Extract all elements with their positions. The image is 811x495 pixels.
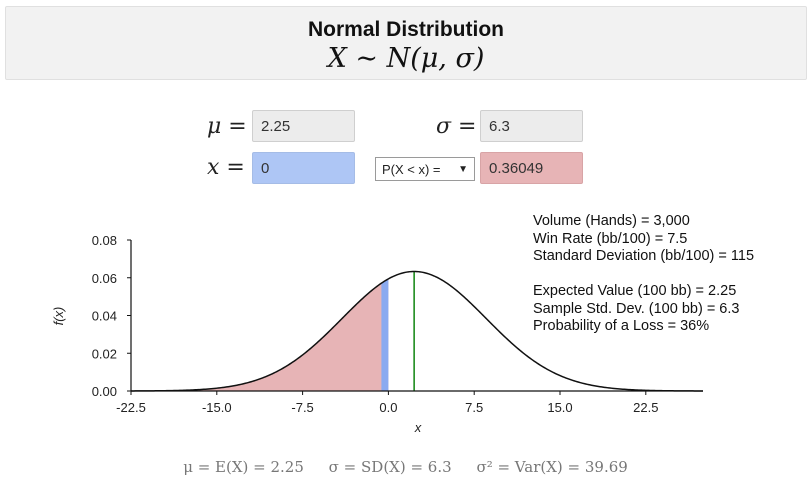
x-tick-label: -22.5 bbox=[116, 400, 146, 415]
info-volume: Volume (Hands) = 3,000 bbox=[533, 213, 690, 229]
footer-variance: σ² = Var(X) = 39.69 bbox=[476, 458, 628, 476]
footer-sd: σ = SD(X) = 6.3 bbox=[328, 458, 452, 476]
x-tick-label: -15.0 bbox=[202, 400, 232, 415]
x-tick-label: -7.5 bbox=[291, 400, 313, 415]
header-panel: Normal Distribution X ∼ N(μ, σ) bbox=[5, 6, 807, 80]
x-tick-label: 7.5 bbox=[465, 400, 483, 415]
y-tick-label: 0.04 bbox=[92, 309, 117, 324]
x-tick-label: 15.0 bbox=[547, 400, 572, 415]
shaded-probability-area bbox=[131, 278, 389, 391]
y-tick-label: 0.02 bbox=[92, 346, 117, 361]
chevron-down-icon: ▼ bbox=[458, 163, 468, 175]
x-label: x = bbox=[207, 155, 245, 180]
info-win-rate: Win Rate (bb/100) = 7.5 bbox=[533, 230, 688, 247]
summary-footer: μ = E(X) = 2.25 σ = SD(X) = 6.3 σ² = Var… bbox=[0, 458, 811, 476]
info-panel: Volume (Hands) = 3,000 Win Rate (bb/100)… bbox=[533, 213, 754, 336]
page-title: Normal Distribution bbox=[307, 18, 504, 41]
info-loss-probability: Probability of a Loss = 36% bbox=[533, 318, 710, 334]
mu-input[interactable] bbox=[252, 110, 355, 142]
mu-label: μ = bbox=[207, 114, 247, 139]
probability-type-label: P(X < x) = bbox=[382, 161, 441, 177]
y-tick-label: 0.08 bbox=[92, 233, 117, 248]
x-tick-label: 0.0 bbox=[379, 400, 397, 415]
x-input[interactable] bbox=[252, 152, 355, 184]
y-axis-label: f(x) bbox=[51, 307, 66, 326]
info-std-dev: Standard Deviation (bb/100) = 115 bbox=[533, 248, 755, 264]
x-axis-label: x bbox=[414, 420, 422, 435]
x-value-marker bbox=[381, 278, 389, 391]
sigma-input[interactable] bbox=[480, 110, 583, 142]
y-tick-label: 0.06 bbox=[92, 271, 117, 286]
probability-type-select[interactable]: P(X < x) = ▼ bbox=[375, 157, 475, 181]
info-expected-value: Expected Value (100 bb) = 2.25 bbox=[533, 283, 737, 299]
x-tick-label: 22.5 bbox=[633, 400, 658, 415]
info-sample-sd: Sample Std. Dev. (100 bb) = 6.3 bbox=[533, 300, 740, 317]
y-tick-label: 0.00 bbox=[92, 384, 117, 399]
distribution-formula: X ∼ N(μ, σ) bbox=[327, 43, 485, 74]
probability-output[interactable] bbox=[480, 152, 583, 184]
sigma-label: σ = bbox=[436, 114, 477, 139]
footer-mean: μ = E(X) = 2.25 bbox=[183, 458, 304, 476]
